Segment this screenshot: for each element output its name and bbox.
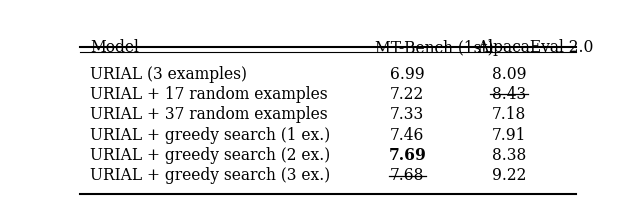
Text: 7.91: 7.91: [492, 127, 526, 144]
Text: 8.43: 8.43: [492, 86, 526, 103]
Text: 7.46: 7.46: [390, 127, 424, 144]
Text: URIAL + 17 random examples: URIAL + 17 random examples: [90, 86, 328, 103]
Text: AlpacaEval 2.0: AlpacaEval 2.0: [477, 39, 593, 56]
Text: 7.33: 7.33: [390, 106, 424, 123]
Text: 9.22: 9.22: [492, 168, 526, 184]
Text: URIAL + greedy search (2 ex.): URIAL + greedy search (2 ex.): [90, 147, 330, 164]
Text: MT-Bench (1st): MT-Bench (1st): [375, 39, 493, 56]
Text: 8.09: 8.09: [492, 66, 526, 83]
Text: URIAL + greedy search (1 ex.): URIAL + greedy search (1 ex.): [90, 127, 330, 144]
Text: 8.38: 8.38: [492, 147, 526, 164]
Text: URIAL + greedy search (3 ex.): URIAL + greedy search (3 ex.): [90, 168, 330, 184]
Text: URIAL + 37 random examples: URIAL + 37 random examples: [90, 106, 328, 123]
Text: Model: Model: [90, 39, 139, 56]
Text: 7.69: 7.69: [388, 147, 426, 164]
Text: 7.22: 7.22: [390, 86, 424, 103]
Text: 7.68: 7.68: [390, 168, 424, 184]
Text: 6.99: 6.99: [390, 66, 425, 83]
Text: URIAL (3 examples): URIAL (3 examples): [90, 66, 247, 83]
Text: 7.18: 7.18: [492, 106, 526, 123]
